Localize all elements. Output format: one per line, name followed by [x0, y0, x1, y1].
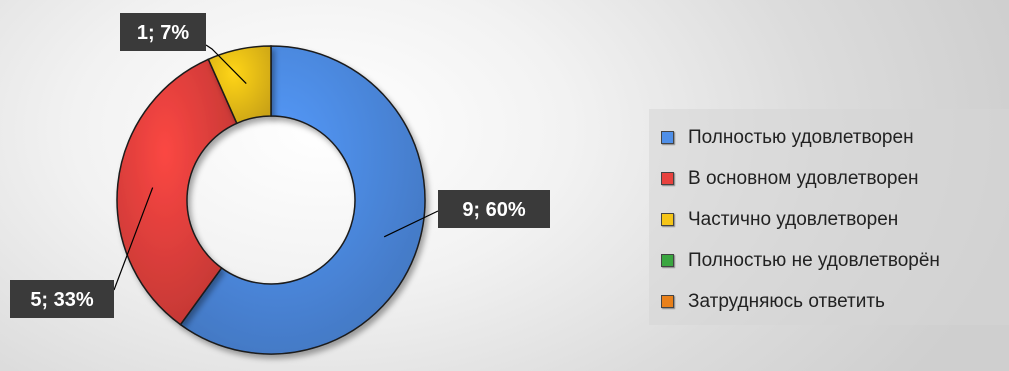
- legend-swatch-4: [661, 295, 674, 308]
- legend-label: В основном удовлетворен: [688, 167, 919, 189]
- legend-item: Полностью не удовлетворён: [661, 240, 1009, 281]
- legend-item: Полностью удовлетворен: [661, 117, 1009, 158]
- donut-slice-0: [179, 45, 426, 355]
- data-label-box-2: [120, 13, 206, 51]
- legend-item: Затрудняюсь ответить: [661, 281, 1009, 322]
- chart-legend: Полностью удовлетворен В основном удовле…: [649, 109, 1009, 325]
- legend-swatch-0: [661, 131, 674, 144]
- legend-label: Полностью не удовлетворён: [688, 249, 940, 271]
- legend-item: Частично удовлетворен: [661, 199, 1009, 240]
- legend-label: Частично удовлетворен: [688, 208, 899, 230]
- legend-swatch-2: [661, 213, 674, 226]
- data-label-text-0: 9; 60%: [462, 199, 526, 221]
- legend-item: В основном удовлетворен: [661, 158, 1009, 199]
- data-label-0: 9; 60%: [438, 190, 550, 228]
- leader-line-2: [205, 44, 247, 85]
- leader-line-0: [383, 210, 439, 238]
- legend-label: Полностью удовлетворен: [688, 126, 914, 148]
- legend-swatch-1: [661, 172, 674, 185]
- data-label-text-1: 5; 33%: [30, 289, 94, 311]
- donut-slice-1: [116, 58, 238, 326]
- legend-label: Затрудняюсь ответить: [688, 290, 885, 312]
- legend-swatch-3: [661, 254, 674, 267]
- data-labels: 9; 60% 5; 33% 1; 7%: [10, 13, 550, 318]
- donut-slices: [116, 45, 426, 355]
- leader-line-1: [113, 187, 154, 291]
- data-label-box-0: [438, 190, 550, 228]
- data-label-1: 5; 33%: [10, 280, 114, 318]
- donut-slice-2: [207, 45, 272, 125]
- data-label-text-2: 1; 7%: [137, 22, 189, 44]
- data-label-box-1: [10, 280, 114, 318]
- data-label-2: 1; 7%: [120, 13, 206, 51]
- leader-lines: [113, 44, 439, 291]
